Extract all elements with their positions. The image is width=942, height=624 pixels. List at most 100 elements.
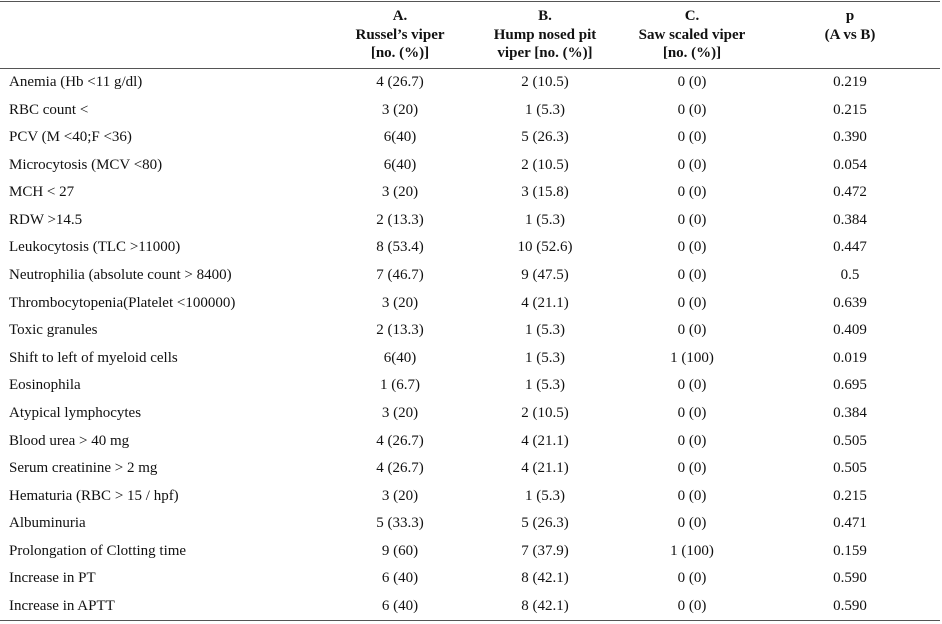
cell: 3 (20) bbox=[381, 294, 419, 311]
column-header: C. bbox=[684, 8, 700, 24]
cell: 0.219 bbox=[833, 74, 867, 90]
cell: 0.590 bbox=[833, 598, 867, 614]
cell: 9 (47.5) bbox=[521, 267, 569, 284]
cell: 6(40) bbox=[383, 349, 417, 366]
cell: 8 (42.1) bbox=[521, 570, 569, 587]
row-label: PCV (M <40;F <36) bbox=[9, 129, 132, 146]
cell: 0.447 bbox=[833, 239, 867, 256]
cell: 5 (26.3) bbox=[521, 129, 569, 146]
cell: 0.639 bbox=[833, 294, 867, 311]
cell: 6 (40) bbox=[381, 598, 419, 614]
row-label: Neutrophilia (absolute count > 8400) bbox=[9, 267, 232, 284]
cell: 3 (20) bbox=[381, 184, 419, 201]
row-label: Serum creatinine > 2 mg bbox=[9, 460, 158, 477]
cell: 4 (26.7) bbox=[376, 432, 424, 449]
cell: 3 (20) bbox=[381, 101, 419, 118]
cell: 0.384 bbox=[833, 404, 867, 421]
cell: 10 (52.6) bbox=[517, 239, 573, 256]
cell: 1 (6.7) bbox=[380, 377, 420, 394]
row-label: Leukocytosis (TLC >11000) bbox=[9, 239, 181, 256]
column-header: viper [no. (%)] bbox=[497, 45, 593, 61]
cell: 0 (0) bbox=[677, 404, 707, 421]
cell: 2 (13.3) bbox=[376, 322, 424, 339]
column-header: B. bbox=[538, 8, 552, 24]
bottom-rule bbox=[0, 620, 940, 621]
cell: 0.590 bbox=[833, 570, 867, 587]
column-header: [no. (%)] bbox=[370, 45, 430, 61]
cell: 0 (0) bbox=[677, 598, 707, 614]
row-label: RDW >14.5 bbox=[9, 211, 83, 228]
cell: 0 (0) bbox=[677, 267, 707, 284]
cell: 8 (53.4) bbox=[376, 239, 424, 256]
cell: 1 (5.3) bbox=[525, 377, 565, 394]
cell: 0.019 bbox=[833, 349, 867, 366]
cell: 0 (0) bbox=[677, 74, 707, 90]
cell: 0.505 bbox=[833, 432, 867, 449]
cell: 0 (0) bbox=[677, 211, 707, 228]
cell: 6(40) bbox=[383, 129, 417, 146]
cell: 9 (60) bbox=[381, 542, 419, 559]
row-label: Prolongation of Clotting time bbox=[9, 542, 187, 559]
cell: 0.390 bbox=[833, 129, 867, 146]
row-label: Eosinophila bbox=[9, 377, 81, 394]
cell: 0 (0) bbox=[677, 239, 707, 256]
cell: 0 (0) bbox=[677, 322, 707, 339]
cell: 0.054 bbox=[833, 156, 867, 173]
cell: 3 (15.8) bbox=[521, 184, 569, 201]
cell: 2 (10.5) bbox=[521, 404, 569, 421]
column-header: A. bbox=[392, 8, 408, 24]
cell: 0 (0) bbox=[677, 294, 707, 311]
cell: 0 (0) bbox=[677, 101, 707, 118]
cell: 2 (10.5) bbox=[521, 156, 569, 173]
cell: 6 (40) bbox=[381, 570, 419, 587]
cell: 2 (13.3) bbox=[376, 211, 424, 228]
cell: 7 (46.7) bbox=[376, 267, 424, 284]
cell: 8 (42.1) bbox=[521, 598, 569, 614]
cell: 0 (0) bbox=[677, 487, 707, 504]
column-header: [no. (%)] bbox=[662, 45, 722, 61]
row-label: Toxic granules bbox=[9, 322, 98, 339]
column-header: p bbox=[845, 8, 855, 24]
cell: 2 (10.5) bbox=[521, 74, 569, 90]
cell: 1 (5.3) bbox=[525, 101, 565, 118]
header-rule bbox=[0, 68, 940, 69]
cell: 0.5 bbox=[840, 267, 860, 284]
row-label: Increase in PT bbox=[9, 570, 96, 587]
cell: 3 (20) bbox=[381, 404, 419, 421]
row-label: Shift to left of myeloid cells bbox=[9, 349, 178, 366]
cell: 0.409 bbox=[833, 322, 867, 339]
cell: 0 (0) bbox=[677, 156, 707, 173]
row-label: Thrombocytopenia(Platelet <100000) bbox=[9, 294, 236, 311]
column-header: Hump nosed pit bbox=[493, 26, 597, 43]
cell: 1 (100) bbox=[670, 542, 714, 559]
cell: 0 (0) bbox=[677, 570, 707, 587]
column-header: Russel’s viper bbox=[355, 26, 445, 43]
cell: 4 (21.1) bbox=[521, 294, 569, 311]
column-header: Saw scaled viper bbox=[638, 26, 746, 43]
row-label: Hematuria (RBC > 15 / hpf) bbox=[9, 487, 179, 504]
cell: 0 (0) bbox=[677, 432, 707, 449]
cell: 1 (5.3) bbox=[525, 322, 565, 339]
row-label: Microcytosis (MCV <80) bbox=[9, 156, 163, 173]
cell: 0.215 bbox=[833, 487, 867, 504]
cell: 0 (0) bbox=[677, 460, 707, 477]
cell: 4 (21.1) bbox=[521, 460, 569, 477]
cell: 1 (5.3) bbox=[525, 487, 565, 504]
cell: 3 (20) bbox=[381, 487, 419, 504]
cell: 6(40) bbox=[383, 156, 417, 173]
cell: 0.159 bbox=[833, 542, 867, 559]
cell: 0.215 bbox=[833, 101, 867, 118]
row-label: Atypical lymphocytes bbox=[9, 404, 142, 421]
cell: 1 (100) bbox=[670, 349, 714, 366]
top-rule bbox=[0, 1, 940, 2]
cell: 5 (26.3) bbox=[521, 515, 569, 532]
row-label: MCH < 27 bbox=[9, 184, 75, 201]
row-label: RBC count < bbox=[9, 101, 89, 118]
cell: 4 (26.7) bbox=[376, 460, 424, 477]
cell: 1 (5.3) bbox=[525, 211, 565, 228]
column-header: (A vs B) bbox=[824, 26, 876, 43]
cell: 7 (37.9) bbox=[521, 542, 569, 559]
cell: 0.505 bbox=[833, 460, 867, 477]
cell: 4 (21.1) bbox=[521, 432, 569, 449]
